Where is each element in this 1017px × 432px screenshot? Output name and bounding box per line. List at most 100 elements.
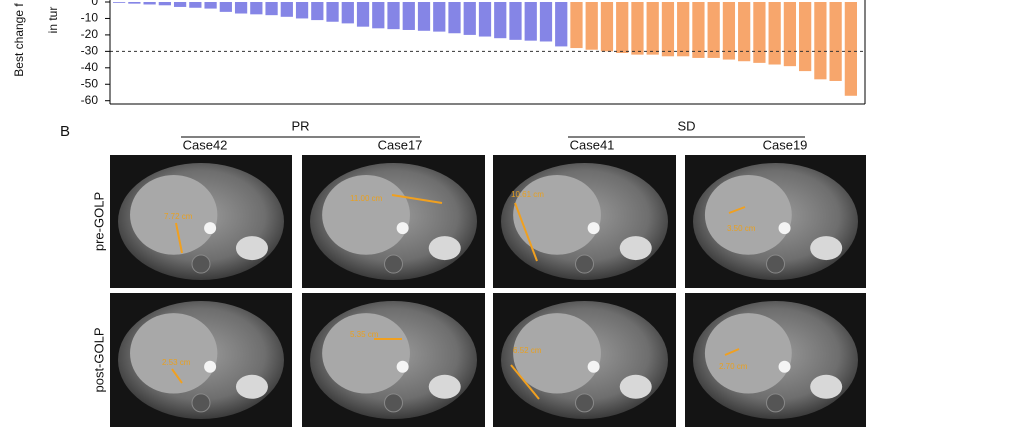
mri-image: 7.72 cm	[110, 155, 292, 288]
liver	[130, 174, 218, 255]
group-label: PR	[291, 118, 309, 133]
mri-image: 10.61 cm	[493, 155, 676, 288]
spine	[384, 393, 403, 413]
y-axis-label: in tur	[46, 7, 60, 34]
y-tick-label: 0	[91, 0, 98, 8]
mri-image: 11.00 cm	[302, 155, 485, 288]
bar	[417, 2, 431, 31]
bar	[509, 2, 522, 40]
row-label: pre-GOLP	[91, 192, 106, 251]
bar	[356, 2, 370, 27]
y-axis-label: Best change f	[12, 3, 26, 77]
bar	[402, 2, 415, 30]
spine	[384, 254, 403, 274]
liver	[322, 174, 410, 255]
measure-line	[391, 194, 443, 204]
bar	[661, 2, 675, 57]
aorta	[587, 360, 600, 373]
row-label: post-GOLP	[91, 327, 106, 392]
aorta	[396, 360, 409, 373]
bar	[783, 2, 797, 67]
bar	[234, 2, 248, 14]
spine	[575, 393, 594, 413]
kidney	[235, 374, 268, 399]
liver	[322, 313, 410, 394]
measurement: 7.72 cm	[164, 212, 193, 221]
bar	[173, 2, 187, 7]
case-label: Case19	[763, 137, 808, 152]
case-label: Case42	[183, 137, 228, 152]
aorta	[778, 222, 791, 235]
bar	[570, 2, 583, 49]
measurement: 10.61 cm	[511, 190, 544, 199]
mri-image: 2.70 cm	[685, 293, 866, 427]
bar	[250, 2, 263, 15]
y-tick-label: -60	[81, 93, 99, 107]
bar	[158, 2, 171, 6]
bar	[128, 2, 141, 4]
bar	[295, 2, 309, 19]
group-label: SD	[677, 118, 695, 133]
bar	[341, 2, 354, 24]
aorta	[587, 222, 600, 235]
liver	[130, 313, 218, 394]
bar	[204, 2, 217, 9]
bar	[189, 2, 202, 8]
spine	[191, 393, 211, 413]
aorta	[396, 222, 409, 235]
kidney	[428, 236, 461, 261]
bar	[326, 2, 339, 22]
bar	[722, 2, 736, 60]
bar	[799, 2, 812, 72]
measurement: 2.53 cm	[162, 358, 191, 367]
mri-image: 2.53 cm	[110, 293, 292, 427]
measure-line	[175, 222, 183, 254]
spine	[766, 254, 785, 274]
kidney	[235, 236, 268, 261]
aorta	[778, 360, 791, 373]
y-tick-label: -40	[81, 60, 99, 74]
bar	[707, 2, 720, 58]
measurement: 5.35 cm	[350, 330, 379, 339]
bar	[844, 2, 857, 96]
aorta	[204, 360, 217, 373]
bar	[616, 2, 629, 53]
aorta	[204, 222, 217, 235]
bar	[387, 2, 400, 30]
bar	[280, 2, 293, 17]
bar	[219, 2, 232, 12]
case-label: Case17	[378, 137, 423, 152]
bar	[738, 2, 751, 62]
bar	[692, 2, 705, 58]
measure-line	[724, 348, 740, 356]
mri-image: 5.35 cm	[302, 293, 485, 427]
bar	[463, 2, 476, 35]
liver	[704, 174, 792, 255]
kidney	[619, 374, 652, 399]
measure-line	[728, 206, 746, 214]
mri-image: 3.50 cm	[685, 155, 866, 288]
kidney	[810, 236, 843, 261]
bar	[585, 2, 598, 50]
bar	[829, 2, 842, 81]
measurement: 11.00 cm	[350, 194, 383, 203]
bar	[768, 2, 781, 65]
bar	[494, 2, 507, 39]
measurement: 2.70 cm	[719, 362, 748, 371]
spine	[191, 254, 211, 274]
bar	[113, 2, 126, 3]
measure-line	[510, 364, 540, 400]
liver	[513, 174, 601, 255]
liver	[513, 313, 601, 394]
measurement: 6.52 cm	[513, 346, 542, 355]
spine	[766, 393, 785, 413]
y-tick-label: -30	[81, 44, 99, 58]
measure-line	[514, 202, 538, 262]
panel-label: B	[60, 123, 70, 140]
bar	[524, 2, 537, 41]
kidney	[619, 236, 652, 261]
case-label: Case41	[570, 137, 615, 152]
y-tick-label: -10	[81, 11, 99, 25]
